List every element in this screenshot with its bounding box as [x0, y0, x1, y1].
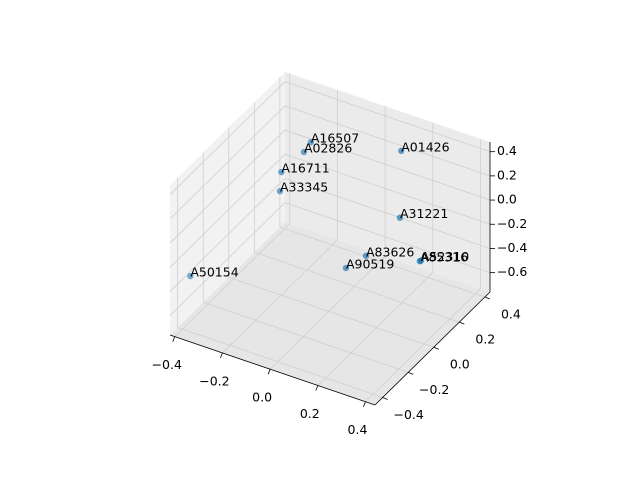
z-tick-label: 0.4 — [497, 143, 517, 158]
grid-line — [174, 223, 291, 337]
tick-mark — [267, 369, 271, 375]
point — [278, 168, 285, 176]
z-tick-label: 0.0 — [497, 192, 517, 207]
z-tick-label: 0.2 — [497, 167, 517, 182]
point-label: A02826 — [304, 141, 352, 156]
grid-line — [284, 153, 491, 225]
grid-line — [177, 327, 383, 398]
pane — [170, 72, 285, 335]
point — [417, 257, 425, 264]
grid-line — [284, 202, 491, 274]
tick-mark — [408, 371, 414, 375]
pane — [170, 222, 490, 405]
tick-mark — [363, 401, 366, 407]
grid-line — [269, 255, 386, 370]
grid-line — [284, 129, 491, 201]
pane — [285, 72, 490, 292]
grid-line — [365, 288, 481, 403]
x-axis — [169, 334, 376, 406]
tick-mark — [382, 397, 388, 400]
z-tick-label: −0.6 — [497, 264, 527, 279]
point-label: A31221 — [400, 206, 448, 221]
grid-line — [169, 105, 286, 220]
point — [276, 187, 284, 195]
x-tick-label: 0.4 — [348, 422, 368, 437]
grid-line — [222, 239, 338, 354]
y-tick-label: 0.4 — [501, 307, 521, 322]
point-label: A83626 — [366, 244, 414, 259]
tick-mark — [315, 385, 319, 391]
y-tick-label: −0.4 — [393, 407, 423, 422]
tick-mark — [172, 336, 176, 342]
point-label: A85316 — [420, 250, 468, 265]
point-label: A16711 — [281, 161, 329, 176]
grid-line — [284, 81, 491, 153]
z-tick-label: −0.4 — [497, 240, 527, 255]
point-label: A01426 — [401, 139, 449, 154]
grid-line — [169, 81, 286, 195]
point-label: A50154 — [190, 265, 238, 280]
grid-line — [254, 251, 460, 323]
point — [307, 139, 315, 146]
point — [396, 214, 404, 221]
tick-mark — [433, 346, 439, 350]
grid-line — [169, 153, 286, 268]
grid-line — [169, 178, 286, 292]
point-label: A16507 — [311, 131, 359, 146]
grid-line — [169, 202, 286, 316]
tick-mark — [484, 296, 491, 300]
tick-mark — [459, 321, 465, 325]
grid-line — [284, 178, 491, 249]
y-tick-label: −0.2 — [419, 382, 449, 397]
z-tick-label: −0.2 — [497, 216, 527, 231]
grid-line — [317, 272, 434, 386]
grid-line — [279, 226, 486, 298]
point — [300, 148, 308, 156]
y-tick-label: 0.0 — [450, 357, 470, 372]
point — [398, 147, 405, 155]
tick-mark — [220, 352, 223, 359]
grid-line — [203, 301, 409, 373]
x-tick-label: 0.0 — [252, 390, 272, 405]
point — [362, 252, 370, 259]
grid-line — [228, 276, 434, 348]
point — [342, 264, 350, 272]
point-label: A90519 — [346, 257, 394, 272]
y-axis — [374, 291, 491, 406]
point-label: A52310 — [421, 249, 469, 264]
y-tick-label: 0.2 — [475, 332, 495, 347]
x-tick-label: −0.2 — [199, 373, 229, 388]
x-tick-label: 0.2 — [300, 406, 320, 421]
x-tick-label: −0.4 — [152, 357, 182, 372]
point-label: A33345 — [280, 180, 328, 195]
point — [187, 272, 194, 280]
grid-line — [284, 105, 491, 177]
grid-line — [169, 129, 286, 244]
